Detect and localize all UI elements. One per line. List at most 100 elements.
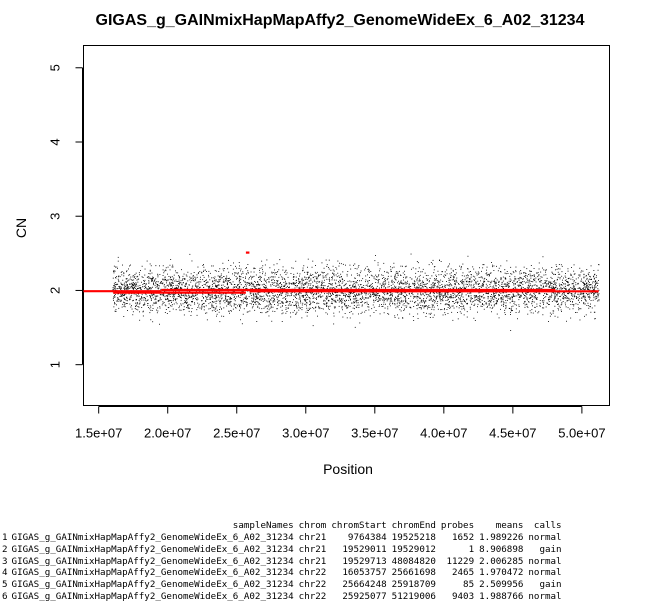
data-point bbox=[548, 299, 549, 301]
data-point bbox=[132, 276, 134, 278]
data-point bbox=[568, 289, 570, 290]
data-point bbox=[465, 301, 466, 303]
data-point bbox=[172, 286, 173, 288]
data-point bbox=[392, 295, 393, 297]
data-point bbox=[398, 294, 399, 296]
data-point bbox=[561, 311, 562, 312]
data-point bbox=[325, 297, 327, 299]
data-point bbox=[231, 305, 232, 307]
data-point bbox=[310, 287, 312, 289]
data-point bbox=[359, 272, 361, 274]
data-point bbox=[450, 284, 452, 285]
data-point bbox=[174, 294, 175, 296]
data-point bbox=[535, 281, 537, 283]
data-point bbox=[254, 309, 256, 311]
data-point bbox=[472, 285, 474, 287]
data-point bbox=[191, 260, 193, 262]
data-point bbox=[525, 292, 526, 294]
data-point bbox=[209, 308, 211, 309]
data-point bbox=[375, 255, 376, 256]
data-point bbox=[487, 293, 489, 295]
data-point bbox=[337, 299, 339, 301]
data-point bbox=[429, 293, 431, 295]
data-point bbox=[124, 299, 125, 300]
data-point bbox=[596, 295, 597, 297]
data-point bbox=[481, 296, 483, 298]
data-point bbox=[496, 313, 498, 315]
data-point bbox=[500, 277, 502, 279]
data-point bbox=[211, 294, 213, 295]
data-point bbox=[272, 276, 274, 278]
data-point bbox=[205, 282, 207, 284]
data-point bbox=[254, 286, 256, 287]
data-point bbox=[425, 278, 427, 280]
data-point bbox=[301, 279, 303, 281]
data-point bbox=[333, 315, 335, 317]
data-point bbox=[231, 298, 233, 300]
data-point bbox=[202, 275, 204, 276]
data-point bbox=[273, 276, 274, 278]
data-point bbox=[281, 278, 283, 280]
data-point bbox=[327, 313, 328, 315]
data-point bbox=[239, 305, 240, 306]
data-point bbox=[238, 262, 240, 263]
data-point bbox=[129, 274, 131, 276]
data-point bbox=[553, 281, 555, 283]
data-point bbox=[218, 287, 220, 289]
data-point bbox=[160, 281, 162, 282]
data-point bbox=[295, 297, 296, 298]
data-point bbox=[168, 293, 170, 295]
data-point bbox=[512, 288, 514, 290]
data-point bbox=[572, 289, 574, 290]
data-point bbox=[304, 303, 306, 305]
data-point bbox=[579, 275, 581, 277]
data-point bbox=[504, 312, 506, 314]
data-point bbox=[493, 295, 495, 297]
data-point bbox=[147, 299, 148, 301]
data-point bbox=[406, 282, 407, 284]
data-point bbox=[131, 284, 133, 286]
data-point bbox=[483, 281, 484, 283]
data-point bbox=[403, 283, 405, 285]
data-point bbox=[424, 306, 426, 308]
data-point bbox=[470, 281, 472, 283]
data-point bbox=[426, 287, 428, 289]
data-point bbox=[556, 295, 558, 297]
data-point bbox=[220, 295, 222, 297]
data-point bbox=[275, 294, 276, 296]
data-point bbox=[224, 281, 225, 283]
data-point bbox=[583, 276, 585, 278]
data-point bbox=[586, 283, 587, 285]
data-point bbox=[181, 269, 182, 271]
data-point bbox=[265, 281, 267, 282]
data-point bbox=[577, 283, 579, 285]
data-point bbox=[511, 310, 513, 312]
data-point bbox=[518, 285, 520, 287]
data-point bbox=[564, 302, 566, 304]
data-point bbox=[460, 292, 462, 293]
data-point bbox=[412, 294, 414, 296]
data-point bbox=[178, 307, 180, 309]
data-point bbox=[524, 301, 526, 303]
data-point bbox=[129, 303, 131, 305]
data-point bbox=[495, 292, 497, 293]
data-point bbox=[535, 310, 536, 312]
data-point bbox=[191, 294, 193, 296]
data-point bbox=[265, 287, 267, 289]
data-point bbox=[556, 301, 558, 303]
data-point bbox=[370, 294, 372, 295]
data-point bbox=[145, 294, 147, 296]
data-point bbox=[143, 297, 145, 298]
data-point bbox=[489, 274, 490, 276]
data-point bbox=[173, 297, 174, 299]
data-point bbox=[509, 308, 510, 309]
data-point bbox=[343, 280, 345, 281]
data-point bbox=[188, 295, 190, 297]
data-point bbox=[214, 270, 216, 271]
data-point bbox=[319, 281, 321, 283]
data-point bbox=[150, 300, 152, 301]
data-point bbox=[376, 294, 377, 296]
data-point bbox=[439, 299, 441, 301]
data-point bbox=[551, 278, 553, 279]
data-point bbox=[413, 283, 415, 284]
